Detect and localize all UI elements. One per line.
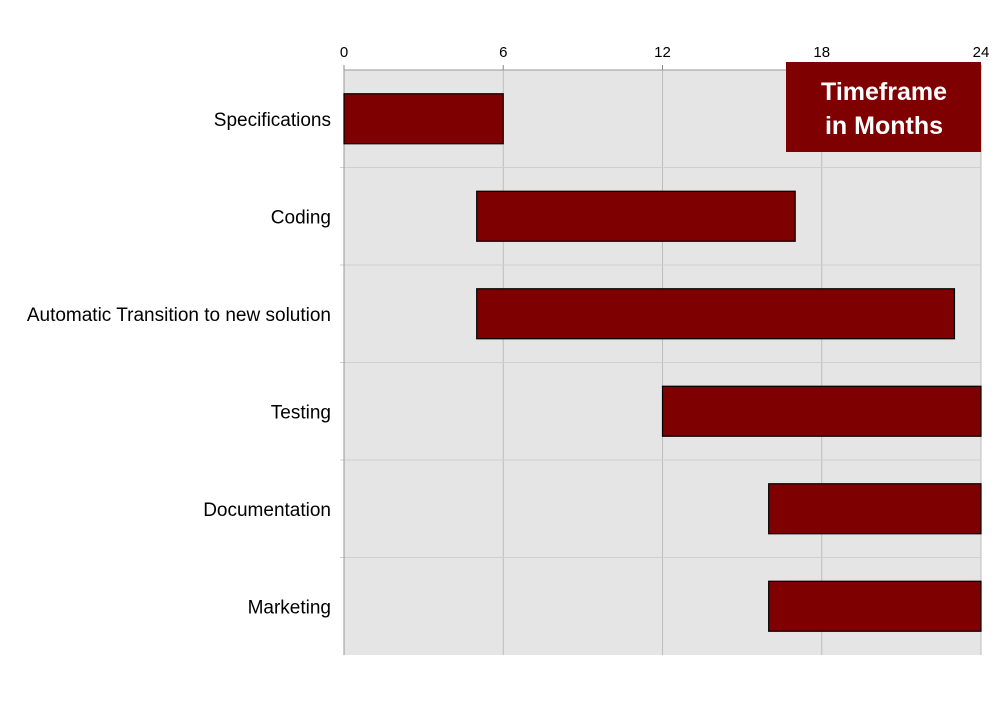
gantt-bar [343, 93, 504, 145]
category-label: Coding [271, 207, 331, 228]
gantt-bar [476, 288, 956, 340]
category-label: Documentation [203, 500, 331, 521]
bars [343, 93, 982, 632]
timeframe-callout: Timeframe in Months [786, 62, 981, 152]
gantt-bar [476, 190, 796, 242]
x-tick-label: 24 [973, 44, 990, 61]
x-tick-label: 18 [813, 44, 830, 61]
gantt-bar [768, 483, 982, 535]
callout-line-1: Timeframe [821, 78, 947, 106]
callout-box [786, 62, 981, 152]
gantt-bar [661, 385, 982, 437]
callout-line-2: in Months [825, 112, 943, 140]
category-label: Specifications [214, 110, 331, 131]
category-label: Marketing [248, 597, 331, 618]
x-tick-label: 6 [499, 44, 507, 61]
category-label: Automatic Transition to new solution [27, 305, 331, 326]
grid-lines [340, 65, 982, 655]
x-tick-label: 12 [654, 44, 671, 61]
category-label: Testing [271, 402, 331, 423]
gantt-bar [768, 580, 982, 632]
x-tick-labels: 0 6 12 18 24 [340, 44, 990, 61]
x-tick-label: 0 [340, 44, 348, 61]
category-labels: Specifications Coding Automatic Transition… [27, 110, 331, 619]
